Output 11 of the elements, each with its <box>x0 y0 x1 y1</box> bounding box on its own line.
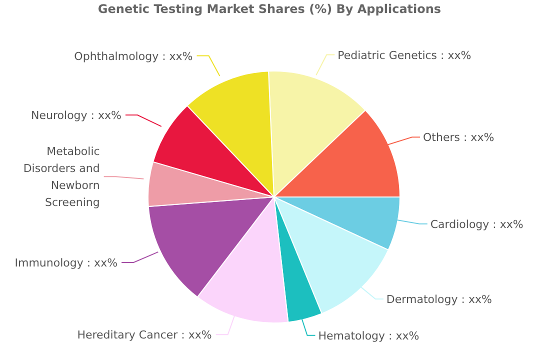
slice-label: Cardiology : xx% <box>430 217 524 230</box>
slice-label: Ophthalmology : xx% <box>74 49 193 62</box>
slice-label: Hematology : xx% <box>318 328 420 342</box>
slice-label: Neurology : xx% <box>31 108 122 122</box>
slice-label: Dermatology : xx% <box>386 292 492 306</box>
slice-label: Pediatric Genetics : xx% <box>338 48 472 62</box>
slice-label: Metabolic Disorders and Newborn Screening <box>23 144 100 209</box>
slice-label: Others : xx% <box>423 130 494 144</box>
chart-title: Genetic Testing Market Shares (%) By Applications <box>96 2 442 16</box>
slice-label: Hereditary Cancer : xx% <box>77 328 212 342</box>
slice-label: Immunology : xx% <box>14 256 118 269</box>
